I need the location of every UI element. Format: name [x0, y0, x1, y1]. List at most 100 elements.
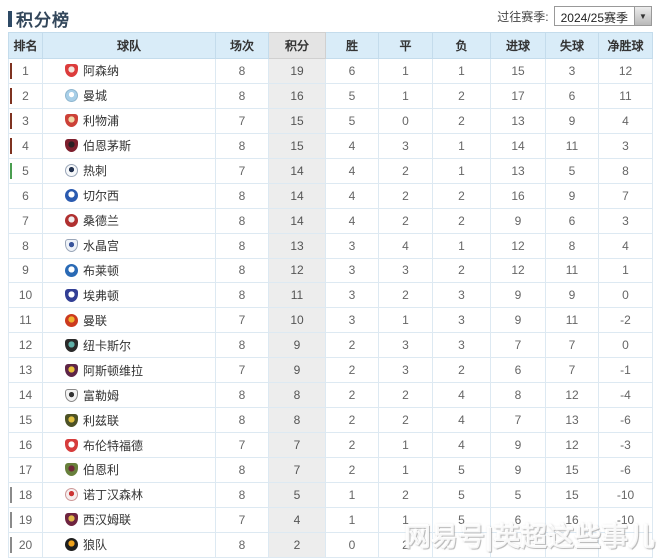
loss-cell: 1: [432, 58, 491, 84]
rank-cell: 8: [8, 232, 43, 259]
team-name: 曼城: [83, 89, 108, 104]
team-cell[interactable]: 埃弗顿: [42, 282, 216, 309]
team-cell[interactable]: 伯恩茅斯: [42, 132, 216, 159]
page-title: 积分榜: [8, 6, 70, 31]
team-cell[interactable]: 诺丁汉森林: [42, 481, 216, 508]
draw-cell: 3: [378, 357, 433, 384]
team-name: 纽卡斯尔: [83, 338, 132, 353]
standings-table: 排名 球队 场次 积分胜平负进球 失球 净胜球 1 阿森纳 8 19 6 1 1 15 3 12 2 曼城 8 16…: [8, 32, 653, 558]
rank-cell: 12: [8, 332, 43, 359]
team-cell[interactable]: 布伦特福德: [42, 432, 216, 458]
table-row: 15 利兹联 8 8 2 2 4 7 13 -6: [8, 407, 653, 434]
team-name: 诺丁汉森林: [83, 488, 144, 503]
team-cell[interactable]: 伯恩利: [42, 457, 216, 483]
rank-cell: 20: [8, 531, 43, 558]
draw-cell: 2: [378, 382, 433, 409]
win-cell: 3: [325, 257, 379, 284]
team-cell[interactable]: 水晶宫: [42, 232, 216, 259]
goal-diff-cell: -3: [598, 432, 653, 458]
column-header-goals-for[interactable]: 进球: [490, 32, 546, 59]
table-row: 4 伯恩茅斯 8 15 4 3 1 14 11 3: [8, 132, 653, 159]
column-header-goals-against[interactable]: 失球: [545, 32, 599, 59]
goals-for-cell: 12: [490, 257, 546, 284]
rank-cell: 1: [8, 58, 43, 84]
win-cell: 2: [325, 357, 379, 384]
zone-marker-relegation: [10, 511, 12, 528]
loss-cell: 2: [432, 207, 491, 234]
team-crest-icon: [65, 463, 78, 477]
win-cell: 4: [325, 132, 379, 159]
team-cell[interactable]: 热刺: [42, 157, 216, 184]
column-header-goal-diff[interactable]: 净胜球: [598, 32, 653, 59]
goals-against-cell: 13: [545, 407, 599, 434]
season-select[interactable]: 2024/25赛季 ▼: [553, 6, 652, 26]
team-cell[interactable]: 切尔西: [42, 182, 216, 209]
points-cell: 13: [268, 232, 326, 259]
zone-marker-champions: [10, 63, 12, 79]
rank-cell: 17: [8, 457, 43, 483]
team-crest-icon: [65, 488, 78, 502]
team-cell[interactable]: 阿森纳: [42, 58, 216, 84]
team-cell[interactable]: 桑德兰: [42, 207, 216, 234]
loss-cell: 5: [432, 506, 491, 533]
goals-against-cell: 6: [545, 82, 599, 109]
draw-cell: 2: [378, 407, 433, 434]
points-cell: 9: [268, 357, 326, 384]
team-cell[interactable]: 西汉姆联: [42, 506, 216, 533]
points-cell: 8: [268, 382, 326, 409]
team-name: 狼队: [83, 538, 108, 553]
column-header-played[interactable]: 场次: [215, 32, 269, 59]
rank-cell: 19: [8, 506, 43, 533]
draw-cell: 2: [378, 282, 433, 309]
column-header-draw[interactable]: 平: [378, 32, 433, 59]
chevron-down-icon[interactable]: ▼: [634, 7, 651, 25]
team-cell[interactable]: 布莱顿: [42, 257, 216, 284]
zone-marker-relegation: [10, 486, 12, 503]
win-cell: 1: [325, 481, 379, 508]
goals-for-cell: 17: [490, 82, 546, 109]
rank-cell: 16: [8, 432, 43, 458]
team-cell[interactable]: 曼联: [42, 307, 216, 334]
column-header-team[interactable]: 球队: [42, 32, 216, 59]
column-header-loss[interactable]: 负: [432, 32, 491, 59]
loss-cell: 2: [432, 357, 491, 384]
standings-body: 1 阿森纳 8 19 6 1 1 15 3 12 2 曼城 8 16 5 1 2 17 6 11 3 利物浦 7 15 5 0 2 1…: [8, 58, 653, 558]
column-header-win[interactable]: 胜: [325, 32, 379, 59]
column-header-points[interactable]: 积分: [268, 32, 326, 59]
page-title-text: 积分榜: [16, 11, 70, 30]
column-header-rank[interactable]: 排名: [8, 32, 43, 59]
team-crest-icon: [65, 513, 78, 527]
goals-against-cell: 15: [545, 457, 599, 483]
goal-diff-cell: 3: [598, 207, 653, 234]
team-cell[interactable]: 利物浦: [42, 107, 216, 134]
rank-cell: 6: [8, 182, 43, 209]
table-row: 1 阿森纳 8 19 6 1 1 15 3 12: [8, 58, 653, 84]
team-cell[interactable]: 利兹联: [42, 407, 216, 434]
team-crest-icon: [65, 388, 78, 402]
points-cell: 9: [268, 332, 326, 359]
team-cell[interactable]: 富勒姆: [42, 382, 216, 409]
team-cell[interactable]: 纽卡斯尔: [42, 332, 216, 359]
win-cell: 0: [325, 531, 379, 558]
draw-cell: 1: [378, 432, 433, 458]
win-cell: 1: [325, 506, 379, 533]
team-crest-icon: [65, 164, 78, 178]
goals-for-cell: 15: [490, 58, 546, 84]
team-crest-icon: [65, 89, 78, 103]
loss-cell: 3: [432, 307, 491, 334]
played-cell: 8: [215, 82, 269, 109]
goals-against-cell: 16: [545, 506, 599, 533]
team-cell[interactable]: 狼队: [42, 531, 216, 558]
goals-against-cell: 3: [545, 58, 599, 84]
played-cell: 7: [215, 432, 269, 458]
season-select-value: 2024/25赛季: [560, 11, 628, 25]
team-name: 布莱顿: [83, 263, 120, 278]
topbar: 积分榜 过往赛季: 2024/25赛季 ▼: [0, 0, 660, 32]
team-cell[interactable]: 曼城: [42, 82, 216, 109]
team-name: 布伦特福德: [83, 438, 144, 453]
draw-cell: 1: [378, 506, 433, 533]
played-cell: 8: [215, 207, 269, 234]
rank-cell: 9: [8, 257, 43, 284]
team-cell[interactable]: 阿斯顿维拉: [42, 357, 216, 384]
season-label: 过往赛季:: [497, 9, 549, 24]
